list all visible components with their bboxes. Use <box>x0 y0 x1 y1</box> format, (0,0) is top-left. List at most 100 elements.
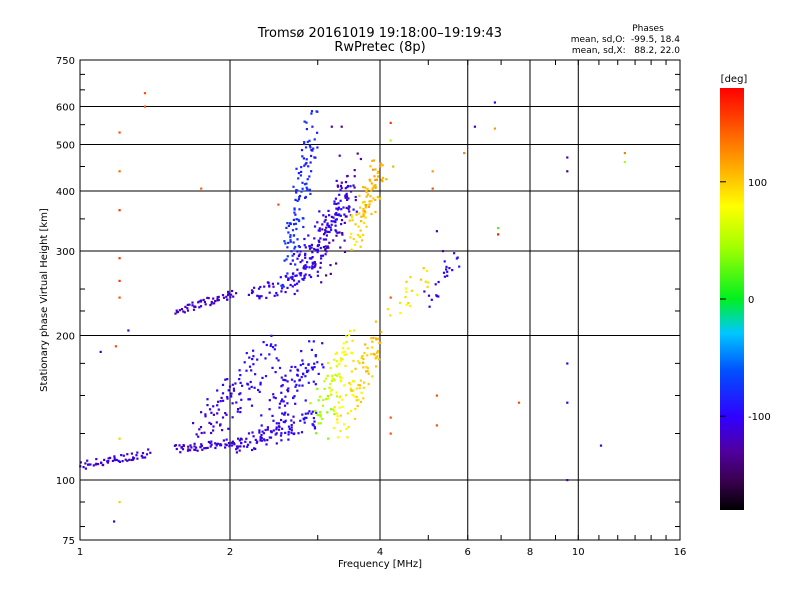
data-point <box>453 252 456 255</box>
data-point <box>352 359 355 363</box>
data-point <box>294 385 297 388</box>
data-point <box>308 410 311 413</box>
data-point <box>281 384 284 387</box>
data-point <box>287 433 290 436</box>
data-point <box>118 296 121 299</box>
data-point <box>385 178 388 181</box>
data-point <box>204 303 207 306</box>
data-point <box>312 147 315 150</box>
data-point <box>333 358 336 361</box>
data-point <box>206 296 209 299</box>
data-point <box>333 379 336 382</box>
data-point <box>322 238 325 241</box>
data-point <box>362 208 365 211</box>
data-point <box>97 463 100 466</box>
data-point <box>186 303 189 306</box>
data-point <box>239 392 242 395</box>
data-point <box>328 241 331 244</box>
data-point <box>337 401 340 404</box>
data-point <box>294 402 297 405</box>
data-point <box>351 352 354 355</box>
data-point <box>366 367 369 370</box>
data-point <box>89 463 92 466</box>
data-point <box>374 320 377 323</box>
data-point <box>338 396 341 399</box>
data-point <box>353 417 357 420</box>
data-point <box>319 237 322 240</box>
data-point <box>377 175 380 178</box>
data-point <box>275 291 278 295</box>
data-point <box>427 281 430 284</box>
data-point <box>186 309 190 312</box>
data-point <box>335 234 338 237</box>
data-point <box>282 378 285 381</box>
data-point <box>118 460 121 463</box>
data-point <box>370 200 373 203</box>
data-point <box>311 125 314 128</box>
data-point <box>316 248 319 251</box>
data-point <box>306 189 309 192</box>
data-point <box>362 233 365 236</box>
data-point <box>198 428 201 431</box>
data-point <box>203 300 206 304</box>
data-point <box>316 245 319 248</box>
data-point <box>303 267 306 270</box>
data-point <box>298 253 301 256</box>
data-point <box>292 241 295 244</box>
data-point <box>343 213 346 216</box>
data-point <box>304 375 307 378</box>
data-point <box>271 346 275 349</box>
data-point <box>314 248 318 252</box>
data-point <box>122 454 125 457</box>
data-point <box>362 358 365 361</box>
data-point <box>330 228 333 231</box>
data-point <box>256 294 259 297</box>
data-point <box>227 427 230 430</box>
data-point <box>257 295 261 298</box>
data-point <box>341 405 344 408</box>
data-point <box>189 449 192 452</box>
data-point <box>294 283 297 286</box>
data-point <box>304 416 307 419</box>
data-point <box>321 404 325 407</box>
data-point <box>354 195 357 199</box>
data-point <box>389 296 392 299</box>
data-point <box>107 460 110 463</box>
x-tick-label: 10 <box>572 547 585 558</box>
data-point <box>304 246 307 249</box>
data-point <box>232 389 236 392</box>
data-point <box>246 443 250 446</box>
data-point <box>371 346 374 349</box>
data-point <box>446 274 449 277</box>
data-point <box>299 364 302 367</box>
data-point <box>239 374 242 377</box>
data-point <box>132 457 136 460</box>
data-point <box>326 374 329 377</box>
data-point <box>308 247 312 250</box>
data-point <box>314 355 317 358</box>
data-point <box>410 289 413 292</box>
data-point <box>566 401 569 404</box>
data-point <box>286 255 289 258</box>
data-point <box>325 230 328 233</box>
data-point <box>287 231 290 234</box>
data-point <box>259 383 262 386</box>
data-point <box>340 181 343 184</box>
y-tick-label: 200 <box>56 332 75 343</box>
data-point <box>288 222 292 225</box>
data-point <box>277 422 281 425</box>
data-point <box>362 366 365 369</box>
data-point <box>323 387 326 390</box>
data-point <box>252 363 255 366</box>
data-point <box>216 297 219 301</box>
data-point <box>323 220 326 223</box>
data-point <box>299 274 302 277</box>
data-point <box>219 400 222 403</box>
data-point <box>260 424 263 427</box>
data-point <box>212 413 215 416</box>
data-point <box>322 233 326 236</box>
data-point <box>318 240 321 244</box>
data-point <box>299 261 302 264</box>
data-point <box>186 449 190 452</box>
data-point <box>247 398 250 401</box>
